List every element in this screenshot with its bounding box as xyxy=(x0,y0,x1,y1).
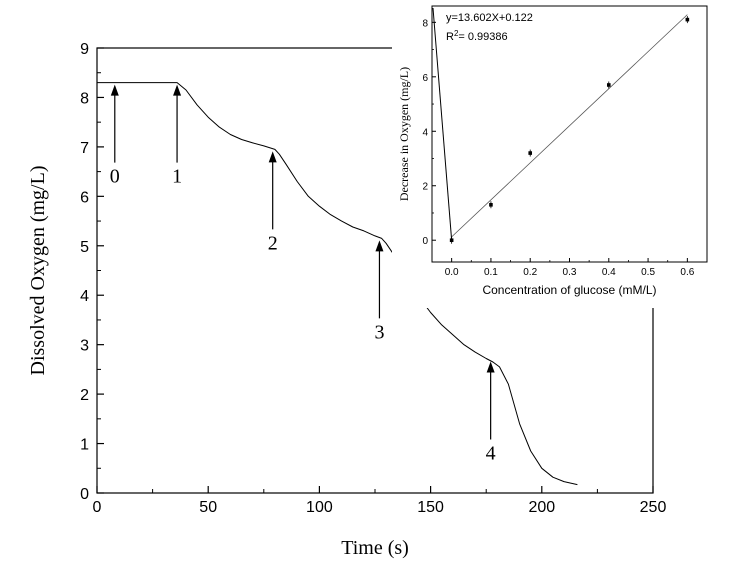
main-x-tick-label: 150 xyxy=(417,499,444,516)
main-x-tick-label: 250 xyxy=(640,499,667,516)
main-y-tick-label: 1 xyxy=(80,437,89,454)
inset-y-axis-label: Decrease in Oxygen (mg/L) xyxy=(397,67,411,201)
annotation-arrow-head xyxy=(486,361,495,373)
annotation-arrow-head xyxy=(375,240,384,252)
r-squared: R2= 0.99386 xyxy=(446,29,508,43)
main-chart: 0 50 100 150 200 250 0 1 2 3 4 5 6 7 8 9 0 1 2 3 4 Time (s… xyxy=(27,41,666,559)
inset-x-tick-label: 0.1 xyxy=(484,267,498,278)
main-y-tick-label: 0 xyxy=(80,486,89,503)
inset-y-tick-label: 6 xyxy=(422,73,428,84)
inset-y-axis: 0 2 4 6 8 xyxy=(422,18,436,247)
inset-x-tick-label: 0.6 xyxy=(680,267,694,278)
annotation-label: 1 xyxy=(172,166,182,188)
annotation-arrow-head xyxy=(173,84,182,96)
main-y-tick-label: 5 xyxy=(80,239,89,256)
r-squared-symbol: R xyxy=(446,31,454,43)
annotation-arrow-head xyxy=(110,84,119,96)
main-annotations: 0 1 2 3 4 xyxy=(110,84,496,465)
inset-fit-line xyxy=(451,14,688,238)
inset-chart: 0.0 0.1 0.2 0.3 0.4 0.5 0.6 0 2 4 6 8 y=13.602X+0.… xyxy=(392,0,709,308)
inset-x-tick-label: 0.4 xyxy=(602,267,616,278)
r-squared-value: = 0.99386 xyxy=(458,31,507,43)
r-squared-superscript: 2 xyxy=(454,29,459,38)
inset-y-tick-label: 4 xyxy=(422,127,428,138)
main-x-axis-label: Time (s) xyxy=(341,537,409,559)
main-y-axis-label: Dissolved Oxygen (mg/L) xyxy=(27,166,49,376)
inset-points xyxy=(449,16,690,244)
inset-leader-line xyxy=(432,7,453,241)
main-y-tick-label: 8 xyxy=(80,90,89,107)
main-y-tick-label: 7 xyxy=(80,140,89,157)
fit-equation: y=13.602X+0.122 xyxy=(446,12,533,24)
main-y-tick-label: 9 xyxy=(80,41,89,58)
annotation-label: 3 xyxy=(374,321,384,343)
inset-y-tick-label: 0 xyxy=(422,236,428,247)
main-x-tick-label: 0 xyxy=(93,499,102,516)
main-y-tick-label: 4 xyxy=(80,288,89,305)
main-series-line xyxy=(97,82,578,486)
inset-x-tick-label: 0.3 xyxy=(563,267,577,278)
inset-x-tick-label: 0.2 xyxy=(523,267,537,278)
annotation-label: 0 xyxy=(110,166,120,188)
inset-y-tick-label: 2 xyxy=(422,182,428,193)
main-x-tick-label: 100 xyxy=(306,499,333,516)
main-x-tick-label: 200 xyxy=(528,499,555,516)
main-x-tick-label: 50 xyxy=(199,499,217,516)
main-y-tick-label: 6 xyxy=(80,189,89,206)
main-y-axis: 0 1 2 3 4 5 6 7 8 9 xyxy=(80,41,104,503)
main-y-tick-label: 2 xyxy=(80,387,89,404)
annotation-label: 2 xyxy=(268,232,278,254)
inset-x-tick-label: 0.5 xyxy=(641,267,655,278)
annotation-arrow-head xyxy=(268,151,277,163)
inset-x-axis: 0.0 0.1 0.2 0.3 0.4 0.5 0.6 xyxy=(445,258,695,278)
main-y-tick-label: 3 xyxy=(80,338,89,355)
annotation-label: 4 xyxy=(486,443,496,465)
main-x-axis: 0 50 100 150 200 250 xyxy=(93,486,667,516)
inset-x-tick-label: 0.0 xyxy=(445,267,459,278)
inset-y-tick-label: 8 xyxy=(422,18,428,29)
inset-x-axis-label: Concentration of glucose (mM/L) xyxy=(482,283,656,297)
